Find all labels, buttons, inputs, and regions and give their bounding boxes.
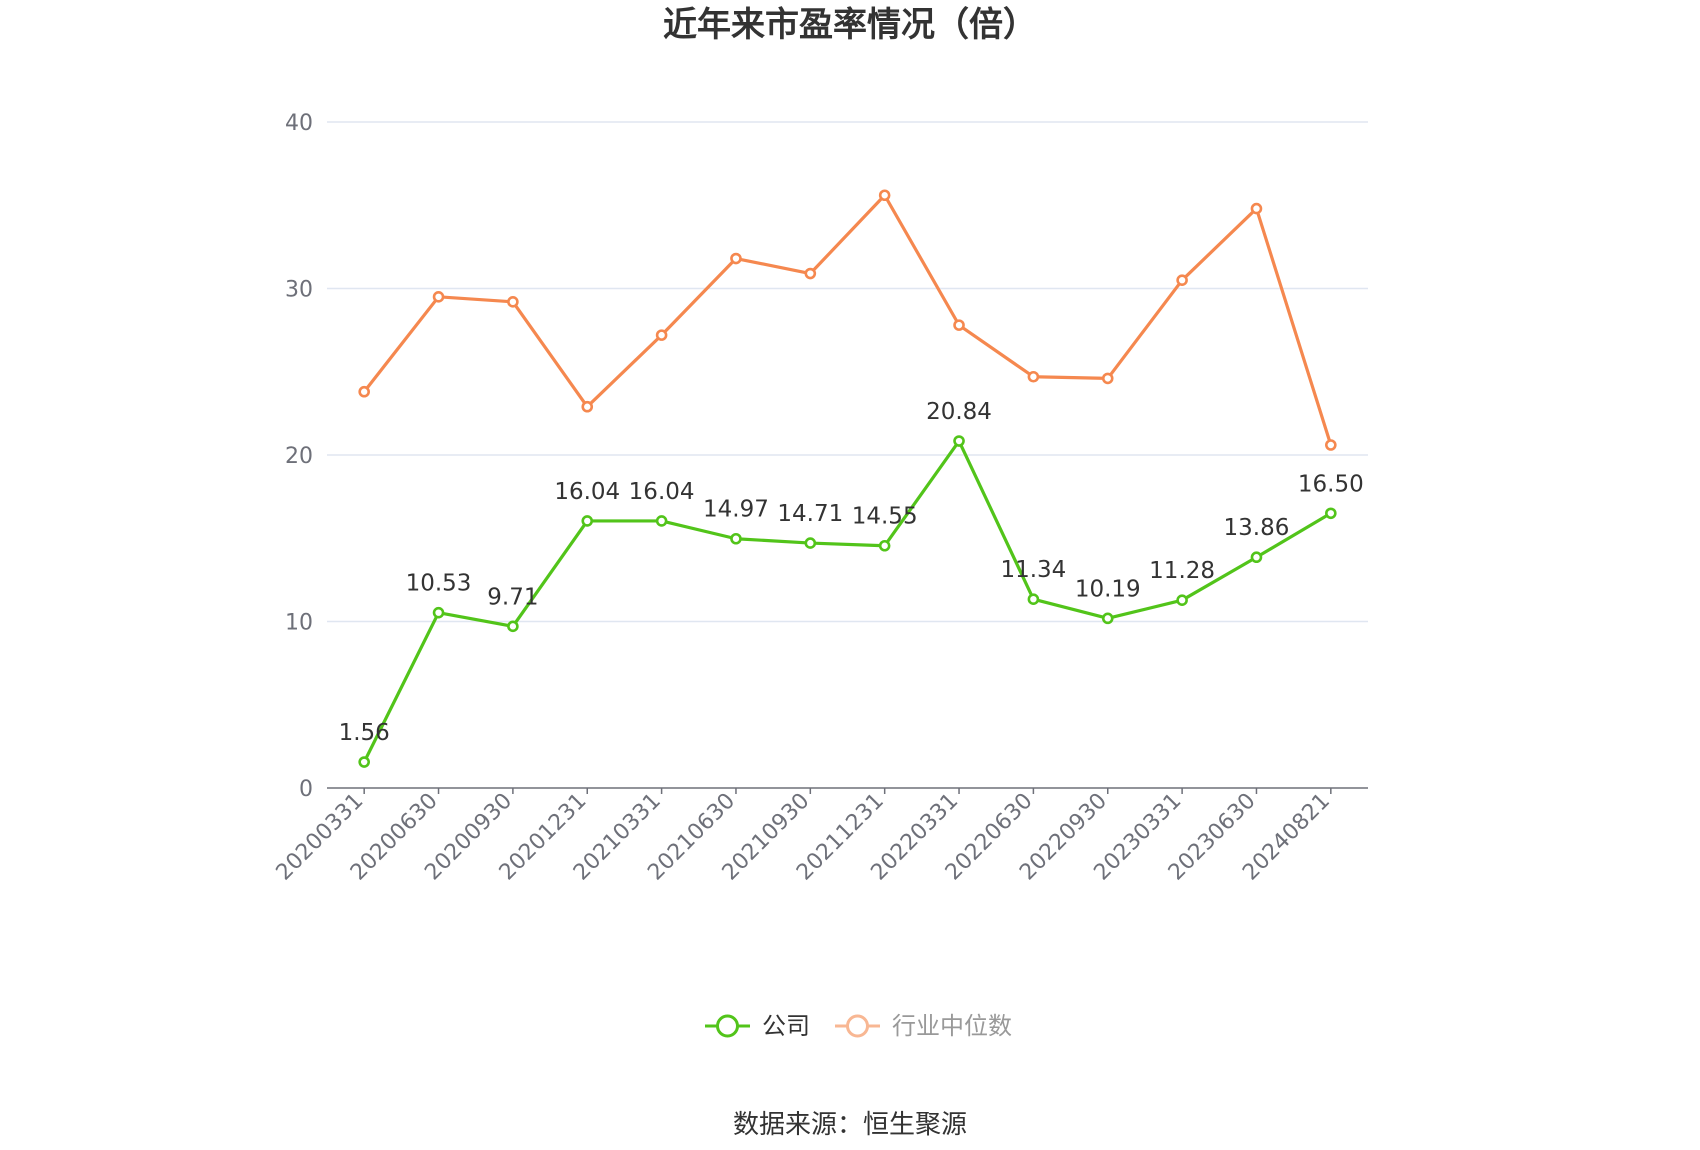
series-line-0: [362, 439, 1332, 763]
data-point: [1250, 551, 1263, 564]
data-point: [1027, 593, 1040, 605]
data-point: [878, 189, 891, 202]
data-label: 16.50: [1298, 471, 1364, 497]
data-source: 数据来源：恒生聚源: [733, 1110, 967, 1140]
legend-label-1: 行业中位数: [892, 1012, 1012, 1040]
grid: [327, 121, 1368, 623]
data-point: [878, 539, 891, 552]
legend-marker-1: [846, 1014, 869, 1038]
data-label: 1.56: [339, 720, 390, 746]
data-point: [358, 385, 370, 398]
data-point: [655, 515, 668, 527]
data-label: 11.34: [1000, 557, 1066, 583]
data-point: [358, 756, 370, 768]
data-label: 11.28: [1149, 558, 1215, 584]
data-label: 14.55: [852, 504, 918, 530]
y-tick-label: 40: [285, 111, 313, 136]
data-point: [804, 267, 817, 280]
data-point: [1176, 594, 1188, 606]
data-point: [507, 620, 519, 633]
legend-marker-0: [716, 1014, 739, 1038]
data-point: [432, 606, 445, 619]
data-point: [804, 537, 817, 549]
data-point: [581, 400, 594, 413]
data-point: [655, 329, 668, 341]
data-label: 16.04: [629, 479, 695, 505]
legend-label-0: 公司: [762, 1012, 810, 1040]
data-label: 20.84: [926, 399, 992, 425]
data-point: [1027, 370, 1040, 383]
y-tick-label: 30: [285, 278, 313, 303]
data-point: [1101, 612, 1114, 625]
data-point: [953, 435, 965, 447]
data-point: [1250, 202, 1263, 215]
data-point: [432, 291, 445, 303]
data-label: 10.19: [1075, 576, 1141, 602]
data-point: [1325, 439, 1337, 451]
data-point: [730, 252, 742, 265]
data-label: 14.71: [777, 501, 843, 527]
chart-title: 近年来市盈率情况（倍）: [663, 5, 1037, 45]
data-point: [1176, 274, 1188, 286]
axes: 0102030402020033120200630202009302020123…: [272, 111, 1368, 885]
data-label: 9.71: [487, 584, 538, 610]
data-label: 13.86: [1224, 515, 1290, 541]
data-point: [953, 319, 965, 331]
data-point: [507, 296, 519, 308]
series-line-1: [362, 193, 1333, 446]
y-tick-label: 10: [285, 611, 313, 636]
y-tick-label: 0: [299, 777, 313, 802]
y-tick-label: 20: [285, 444, 313, 469]
data-point: [1325, 507, 1337, 520]
data-point: [581, 515, 594, 527]
data-label: 10.53: [406, 571, 472, 597]
data-label: 14.97: [703, 497, 769, 523]
data-labels: 1.56 10.53 9.71 16.04 16.04 14.97 14.71 14.55 20…: [339, 399, 1364, 746]
series-layer: [358, 189, 1337, 768]
data-point: [730, 532, 742, 545]
data-label: 16.04: [554, 479, 620, 505]
legend: 公司 行业中位数: [705, 1012, 1012, 1040]
data-point: [1101, 372, 1114, 385]
